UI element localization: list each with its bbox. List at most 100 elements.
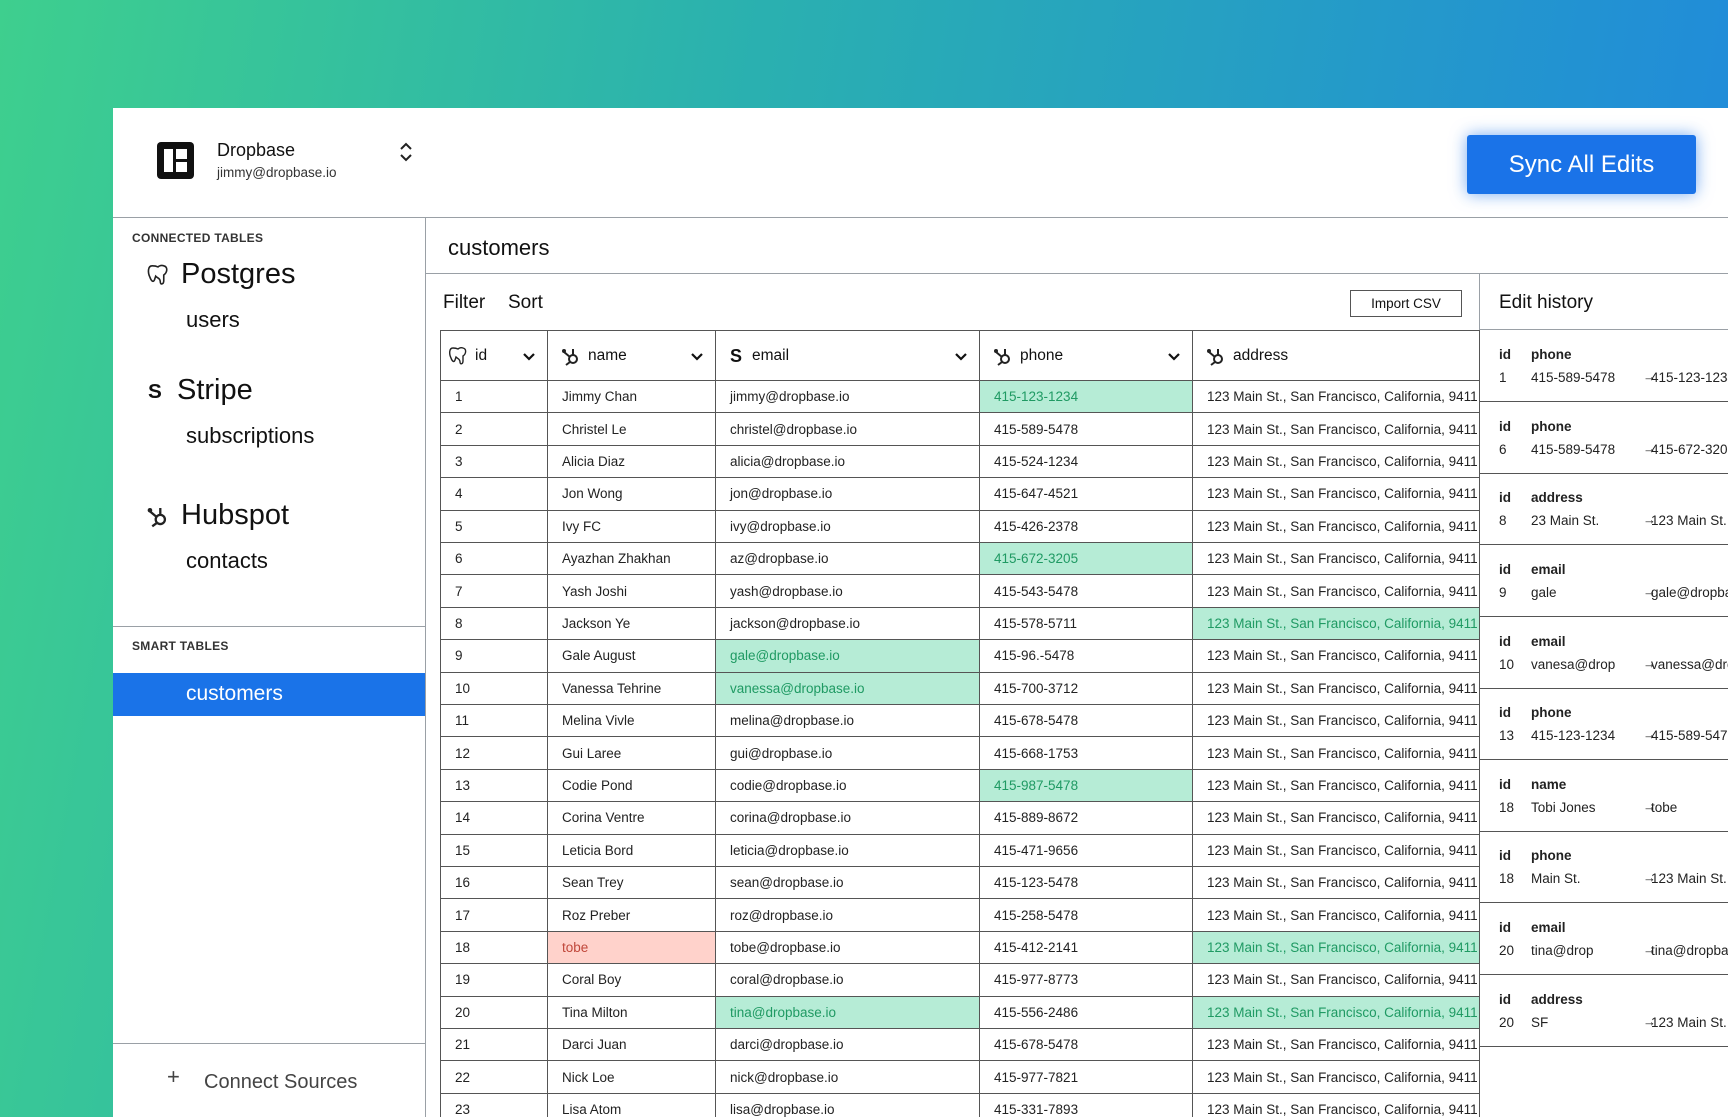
table-cell[interactable]: Ivy FC xyxy=(548,510,716,543)
source-table[interactable]: users xyxy=(186,307,240,332)
table-cell[interactable]: 415-331-7893 xyxy=(980,1093,1193,1117)
table-cell[interactable]: 415-678-5478 xyxy=(980,1029,1193,1062)
table-cell[interactable]: 10 xyxy=(441,672,548,705)
table-cell[interactable]: Nick Loe xyxy=(548,1061,716,1094)
table-cell[interactable]: 13 xyxy=(441,769,548,803)
table-cell[interactable]: 415-556-2486 xyxy=(980,996,1193,1029)
table-cell[interactable]: ivy@dropbase.io xyxy=(716,510,980,543)
connect-sources[interactable]: Connect Sources xyxy=(204,1071,358,1093)
table-cell[interactable]: 415-524-1234 xyxy=(980,445,1193,479)
table-cell[interactable]: 123 Main St., San Francisco, California,… xyxy=(1193,381,1480,414)
table-cell[interactable]: 415-123-1234 xyxy=(980,381,1193,414)
table-cell[interactable]: 12 xyxy=(441,737,548,770)
table-cell[interactable]: 123 Main St., San Francisco, California,… xyxy=(1193,867,1480,900)
table-cell[interactable]: 15 xyxy=(441,834,548,867)
column-menu[interactable] xyxy=(689,348,705,364)
table-cell[interactable]: 123 Main St., San Francisco, California,… xyxy=(1193,445,1480,479)
table-cell[interactable]: 123 Main St., San Francisco, California,… xyxy=(1193,834,1480,867)
table-cell[interactable]: coral@dropbase.io xyxy=(716,964,980,997)
table-cell[interactable]: 415-96.-5478 xyxy=(980,640,1193,673)
table-cell[interactable]: 123 Main St., San Francisco, California,… xyxy=(1193,640,1480,673)
table-cell[interactable]: lisa@dropbase.io xyxy=(716,1093,980,1117)
table-cell[interactable]: 415-987-5478 xyxy=(980,769,1193,803)
table-cell[interactable]: jon@dropbase.io xyxy=(716,478,980,511)
table-cell[interactable]: 415-258-5478 xyxy=(980,899,1193,932)
table-cell[interactable]: 123 Main St., San Francisco, California,… xyxy=(1193,672,1480,705)
table-cell[interactable]: 415-889-8672 xyxy=(980,802,1193,835)
table-cell[interactable]: 18 xyxy=(441,931,548,965)
table-cell[interactable]: 123 Main St., San Francisco, California,… xyxy=(1193,413,1480,446)
table-cell[interactable]: gale@dropbase.io xyxy=(716,640,980,673)
table-cell[interactable]: 123 Main St., San Francisco, California,… xyxy=(1193,1061,1480,1094)
source-table[interactable]: contacts xyxy=(186,548,268,573)
table-cell[interactable]: 23 xyxy=(441,1093,548,1117)
table-cell[interactable]: Sean Trey xyxy=(548,867,716,900)
column-menu[interactable] xyxy=(1166,348,1182,364)
table-cell[interactable]: 123 Main St., San Francisco, California,… xyxy=(1193,478,1480,511)
table-cell[interactable]: corina@dropbase.io xyxy=(716,802,980,835)
sync-button[interactable]: Sync All Edits xyxy=(1467,135,1696,194)
table-cell[interactable]: 9 xyxy=(441,640,548,673)
table-cell[interactable]: 2 xyxy=(441,413,548,446)
table-cell[interactable]: 123 Main St., San Francisco, California,… xyxy=(1193,543,1480,576)
sort-button[interactable]: Sort xyxy=(508,292,543,313)
table-cell[interactable]: gui@dropbase.io xyxy=(716,737,980,770)
table-cell[interactable]: 4 xyxy=(441,478,548,511)
table-cell[interactable]: vanessa@dropbase.io xyxy=(716,672,980,705)
table-cell[interactable]: 415-412-2141 xyxy=(980,931,1193,965)
table-cell[interactable]: tina@dropbase.io xyxy=(716,996,980,1029)
table-cell[interactable]: Corina Ventre xyxy=(548,802,716,835)
table-cell[interactable]: 415-543-5478 xyxy=(980,575,1193,608)
table-cell[interactable]: 415-426-2378 xyxy=(980,510,1193,543)
table-cell[interactable]: 20 xyxy=(441,996,548,1029)
table-cell[interactable]: melina@dropbase.io xyxy=(716,705,980,738)
table-cell[interactable]: 21 xyxy=(441,1029,548,1062)
column-menu[interactable] xyxy=(953,348,969,364)
account-switch[interactable] xyxy=(398,140,414,164)
table-cell[interactable]: 415-589-5478 xyxy=(980,413,1193,446)
smart-table[interactable]: customers xyxy=(113,673,425,716)
table-cell[interactable]: tobe xyxy=(548,931,716,965)
table-cell[interactable]: sean@dropbase.io xyxy=(716,867,980,900)
table-cell[interactable]: nick@dropbase.io xyxy=(716,1061,980,1094)
smart-table-name[interactable]: customers xyxy=(186,682,283,705)
table-cell[interactable]: christel@dropbase.io xyxy=(716,413,980,446)
table-cell[interactable]: darci@dropbase.io xyxy=(716,1029,980,1062)
table-cell[interactable]: 123 Main St., San Francisco, California,… xyxy=(1193,769,1480,803)
table-cell[interactable]: jackson@dropbase.io xyxy=(716,607,980,641)
table-cell[interactable]: jimmy@dropbase.io xyxy=(716,381,980,414)
table-cell[interactable]: 123 Main St., San Francisco, California,… xyxy=(1193,705,1480,738)
table-cell[interactable]: Jon Wong xyxy=(548,478,716,511)
table-cell[interactable]: 16 xyxy=(441,867,548,900)
table-cell[interactable]: 415-672-3205 xyxy=(980,543,1193,576)
table-cell[interactable]: 7 xyxy=(441,575,548,608)
table-cell[interactable]: Jackson Ye xyxy=(548,607,716,641)
table-cell[interactable]: alicia@dropbase.io xyxy=(716,445,980,479)
table-cell[interactable]: 8 xyxy=(441,607,548,641)
table-cell[interactable]: Codie Pond xyxy=(548,769,716,803)
table-cell[interactable]: 11 xyxy=(441,705,548,738)
table-cell[interactable]: az@dropbase.io xyxy=(716,543,980,576)
table-cell[interactable]: 123 Main St., San Francisco, California,… xyxy=(1193,996,1480,1029)
table-cell[interactable]: 415-668-1753 xyxy=(980,737,1193,770)
table-cell[interactable]: yash@dropbase.io xyxy=(716,575,980,608)
table-cell[interactable]: Yash Joshi xyxy=(548,575,716,608)
table-cell[interactable]: Leticia Bord xyxy=(548,834,716,867)
table-cell[interactable]: codie@dropbase.io xyxy=(716,769,980,803)
column-menu[interactable] xyxy=(521,348,537,364)
table-cell[interactable]: 19 xyxy=(441,964,548,997)
table-cell[interactable]: 415-647-4521 xyxy=(980,478,1193,511)
table-cell[interactable]: Alicia Diaz xyxy=(548,445,716,479)
source-table[interactable]: subscriptions xyxy=(186,423,315,448)
table-cell[interactable]: 415-678-5478 xyxy=(980,705,1193,738)
table-cell[interactable]: Jimmy Chan xyxy=(548,381,716,414)
filter-button[interactable]: Filter xyxy=(443,292,486,313)
table-cell[interactable]: 123 Main St., San Francisco, California,… xyxy=(1193,607,1480,641)
table-cell[interactable]: Gale August xyxy=(548,640,716,673)
table-cell[interactable]: 123 Main St., San Francisco, California,… xyxy=(1193,1029,1480,1062)
table-cell[interactable]: 22 xyxy=(441,1061,548,1094)
table-cell[interactable]: Coral Boy xyxy=(548,964,716,997)
table-cell[interactable]: Ayazhan Zhakhan xyxy=(548,543,716,576)
table-cell[interactable]: 123 Main St., San Francisco, California,… xyxy=(1193,931,1480,965)
table-cell[interactable]: Roz Preber xyxy=(548,899,716,932)
